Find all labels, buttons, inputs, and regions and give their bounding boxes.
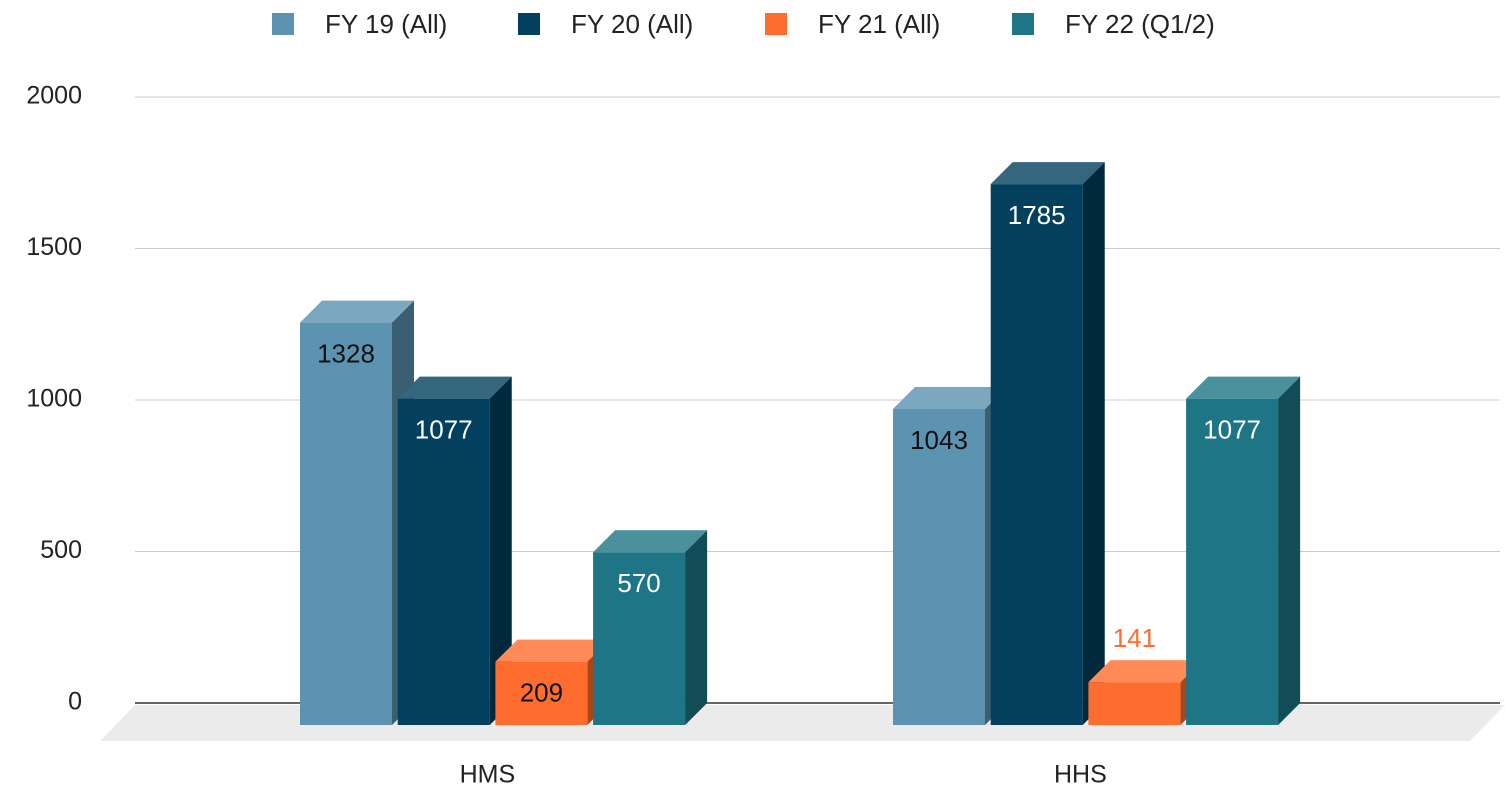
legend-swatch [765,13,787,35]
legend-label: FY 20 (All) [571,9,693,39]
legend-label: FY 22 (Q1/2) [1065,9,1215,39]
y-tick-label: 1000 [26,385,82,413]
y-tick-label: 0 [68,688,82,716]
bar-side [1278,376,1301,725]
legend-swatch [518,13,540,35]
y-tick-label: 500 [40,536,82,564]
bar-top [397,376,512,399]
bar [893,408,985,725]
y-tick-label: 2000 [26,82,82,110]
bar-top-shade [593,530,708,553]
bar-side [685,530,708,725]
bar-top-shade [495,639,610,662]
bar-top [990,162,1105,185]
bar-side-shade [1278,376,1301,725]
bar [397,398,490,725]
data-label: 1077 [1203,415,1261,445]
bar-side-shade [1082,162,1105,725]
bar-side-shade [489,376,512,725]
data-label: 1077 [415,415,473,445]
legend-swatch [272,13,294,35]
data-label: 209 [520,678,563,708]
bar-top-shade [300,300,414,323]
bar [300,322,392,725]
bar-side [1082,162,1105,725]
bar-top [1186,376,1301,399]
legend-swatch [1012,13,1034,35]
bar-top-shade [1088,660,1203,683]
data-label: 141 [1113,623,1156,653]
bar [990,184,1083,725]
bar [495,661,588,725]
y-tick-label: 1500 [26,233,82,261]
data-label: 1043 [910,425,968,455]
bar [593,552,686,725]
bar-top-shade [990,162,1105,185]
data-label: 1785 [1008,200,1066,230]
bar-side-shade [685,530,708,725]
x-tick-label: HMS [460,761,516,789]
bar-top [893,386,1007,409]
bar-top [300,300,414,323]
legend-label: FY 21 (All) [818,9,940,39]
bar-top-shade [397,376,512,399]
data-label: 570 [617,568,660,598]
data-label: 1328 [317,338,375,368]
bar-side [489,376,512,725]
bar-top [593,530,708,553]
bar-top-shade [1186,376,1301,399]
legend-label: FY 19 (All) [325,9,447,39]
bar-top [495,639,610,662]
bar-top [1088,660,1203,683]
bar-top-shade [893,386,1007,409]
bar [1088,682,1181,725]
bar [1186,398,1279,725]
x-tick-label: HHS [1054,761,1107,789]
